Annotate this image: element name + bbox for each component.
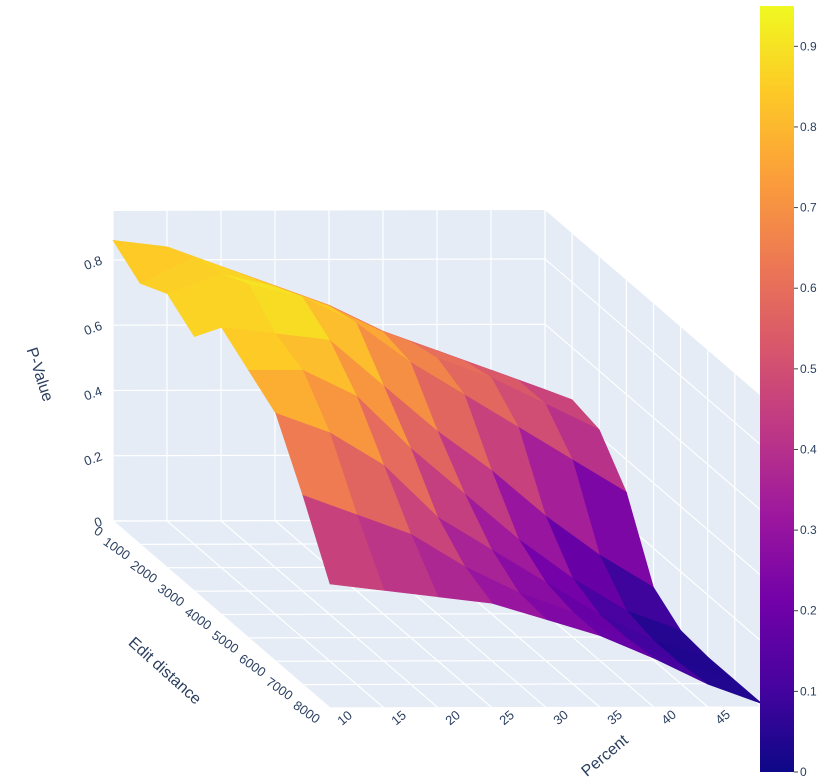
colorbar-tick-label: 0 (800, 765, 807, 777)
x-tick-label: 7000 (263, 674, 295, 703)
y-tick-label: 20 (442, 707, 463, 728)
colorbar-tick-label: 0.6 (800, 281, 817, 295)
x-axis-title: Edit distance (125, 634, 205, 708)
y-axis-title: Percent (579, 731, 633, 777)
z-gridline (112, 258, 763, 447)
z-tick-label: 0 (92, 514, 104, 531)
colorbar-tick-label: 0.5 (800, 362, 817, 376)
colorbar-tick-label: 0.7 (800, 201, 817, 215)
x-tick-label: 1000 (101, 534, 133, 563)
z-axis-title: P-Value (23, 345, 56, 403)
colorbar-tick-label: 0.4 (800, 442, 817, 456)
colorbar-tick-label: 0.2 (800, 604, 817, 618)
z-tick-label: 0.6 (82, 318, 104, 338)
x-tick-label: 4000 (182, 604, 214, 633)
y-tick-label: 15 (388, 707, 409, 728)
y-tick-label: 30 (550, 707, 571, 728)
y-tick-label: 25 (496, 707, 517, 728)
colorbar: 0 0.1 0.2 0.3 0.4 0.5 0.6 0.7 0.8 0.9 (760, 6, 817, 777)
y-tick-label: 10 (334, 708, 355, 729)
x-tick-label: 5000 (209, 627, 241, 656)
colorbar-tick-label: 0.9 (800, 39, 817, 53)
z-tick-label: 0.2 (82, 448, 104, 468)
surface-patch (302, 494, 385, 591)
y-tick-label: 35 (604, 707, 625, 728)
x-tick-label: 8000 (291, 698, 323, 727)
z-tick-label: 0.4 (82, 383, 104, 403)
x-tick-label: 3000 (155, 581, 187, 610)
colorbar-gradient (760, 6, 794, 772)
z-tick-label: 0.8 (82, 253, 104, 273)
x-tick-label: 2000 (128, 557, 160, 586)
colorbar-tick-label: 0.3 (800, 523, 817, 537)
y-tick-label: 45 (712, 707, 733, 728)
colorbar-tick-label: 0.8 (800, 120, 817, 134)
x-tick-label: 6000 (236, 651, 268, 680)
y-tick-label: 40 (658, 707, 679, 728)
surface (112, 239, 763, 705)
colorbar-tick-label: 0.1 (800, 684, 817, 698)
